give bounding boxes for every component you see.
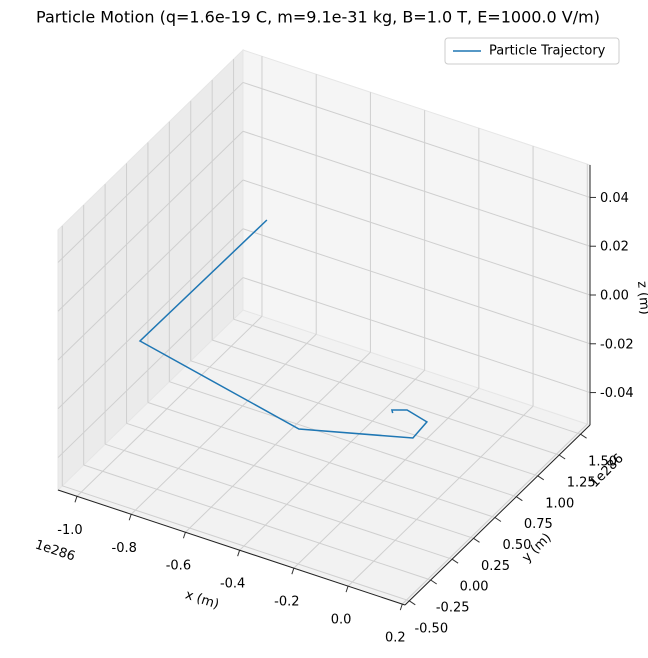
y-tick-label: 1.25 [567, 476, 596, 491]
x-tick-label: 0.0 [331, 613, 352, 628]
tick-mark [291, 568, 295, 575]
grid-line [57, 82, 244, 263]
tick-mark [74, 496, 78, 503]
grid-line [242, 277, 591, 394]
chart-title: Particle Motion (q=1.6e-19 C, m=9.1e-31 … [36, 8, 600, 27]
grid-line [242, 130, 591, 247]
tick-mark [128, 514, 132, 521]
y-tick-label: 0.00 [460, 580, 489, 595]
y-tick-label: 0.25 [481, 559, 510, 574]
y-tick-label: 1.00 [545, 496, 574, 511]
grid-line [57, 130, 244, 312]
tick-mark [399, 603, 403, 611]
tick-mark [516, 496, 523, 502]
z-tick-label: -0.04 [600, 386, 634, 401]
tick-mark [182, 532, 186, 539]
y-tick-label: 0.75 [524, 517, 553, 532]
grid-line [212, 339, 560, 456]
x-tick-label: -0.4 [220, 577, 245, 592]
tick-mark [580, 433, 587, 439]
trajectory-line [138, 219, 429, 439]
tick-mark [494, 517, 502, 522]
tick-mark [558, 454, 566, 460]
x-tick-label: 0.2 [385, 631, 406, 646]
grid-line [57, 277, 244, 458]
x-offset-label: 1e286 [33, 538, 77, 565]
grid-line [190, 360, 538, 477]
x-axis-label: x (m) [183, 588, 221, 613]
z-tick-label: -0.02 [600, 337, 634, 352]
axis-line [57, 489, 406, 606]
x-tick-label: -1.0 [57, 523, 82, 538]
grid-line [126, 422, 474, 539]
legend-box [444, 37, 620, 65]
y-tick-label: -0.25 [436, 601, 470, 616]
tick-mark [409, 600, 416, 606]
grid-line [169, 381, 517, 498]
x-tick-label: -0.8 [112, 541, 137, 556]
grid-line [147, 402, 496, 518]
z-tick-label: 0.02 [600, 240, 629, 255]
grid-line [57, 228, 244, 410]
y-tick-label: 1.50 [588, 455, 617, 470]
grid-line [242, 179, 591, 296]
grid-line [104, 443, 453, 560]
z-tick-label: 0.04 [600, 191, 629, 206]
z-axis-label: z (m) [634, 281, 648, 316]
grid-line [83, 464, 431, 581]
tick-mark [430, 579, 437, 585]
x-tick-label: -0.6 [166, 559, 191, 574]
tick-mark [473, 537, 480, 543]
grid-line [233, 318, 581, 435]
tick-mark [537, 475, 545, 481]
tick-mark [451, 558, 459, 564]
grid-line [57, 179, 244, 361]
y-tick-label: -0.50 [414, 621, 448, 636]
tick-mark [345, 585, 349, 593]
legend-label: Particle Trajectory [489, 44, 606, 59]
tick-mark [237, 550, 241, 557]
y-tick-label: 0.50 [502, 538, 531, 553]
axis-line [404, 424, 591, 606]
grid-line [62, 485, 410, 602]
x-tick-label: -0.2 [274, 595, 299, 610]
grid-line [242, 228, 591, 345]
z-tick-label: 0.00 [600, 289, 629, 304]
grid-line [242, 81, 591, 198]
